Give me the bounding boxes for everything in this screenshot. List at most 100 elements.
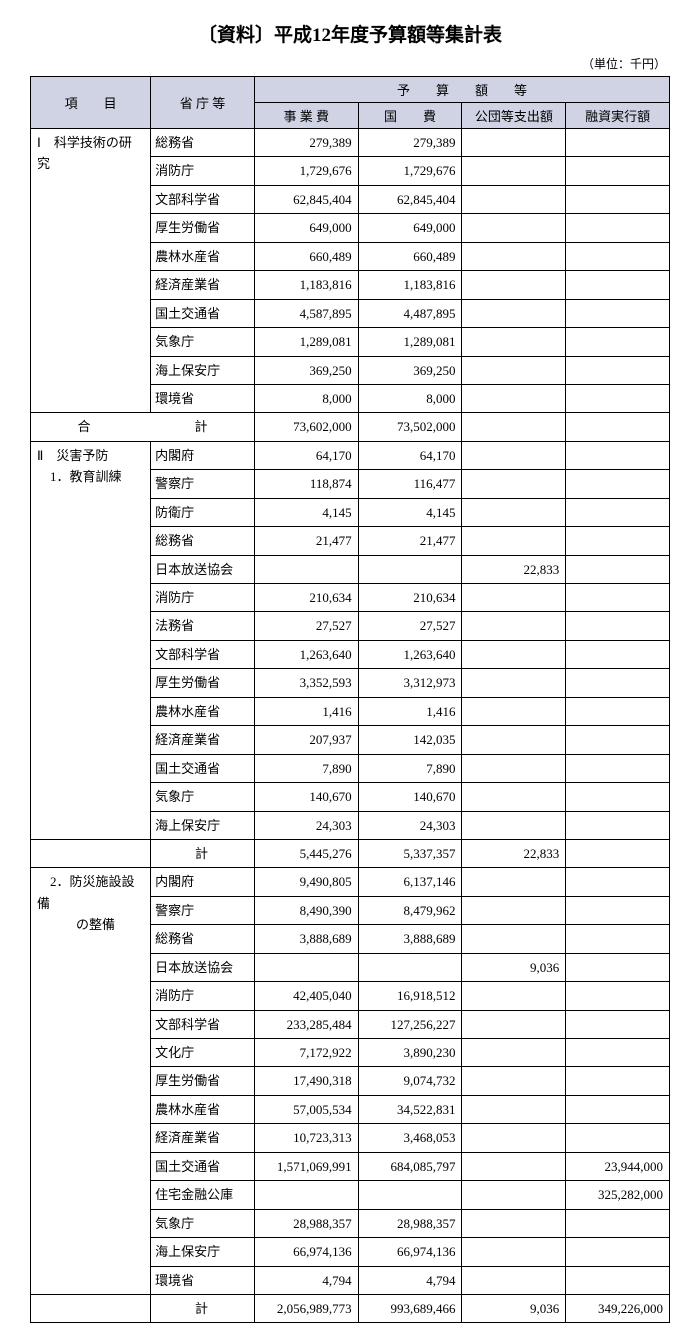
value-cell: 1,183,816 [358,271,462,299]
ministry-cell: 農林水産省 [151,242,255,270]
subtotal-cell [566,839,670,867]
value-cell: 8,000 [358,384,462,412]
value-cell [462,640,566,668]
value-cell [566,384,670,412]
ministry-cell: 総務省 [151,925,255,953]
page-title: 〔資料〕平成12年度予算額等集計表 [30,20,670,47]
value-cell: 1,289,081 [254,328,358,356]
subtotal-cell: 73,602,000 [254,413,358,441]
value-cell: 649,000 [254,214,358,242]
value-cell [254,555,358,583]
value-cell [566,271,670,299]
value-cell [566,185,670,213]
value-cell [462,242,566,270]
ministry-cell: 経済産業省 [151,271,255,299]
value-cell: 118,874 [254,470,358,498]
value-cell [462,811,566,839]
subtotal-cell: 22,833 [462,839,566,867]
value-cell [566,1067,670,1095]
value-cell [566,242,670,270]
value-cell: 684,085,797 [358,1152,462,1180]
section-label: Ⅰ 科学技術の研究 [31,129,151,413]
value-cell: 369,250 [254,356,358,384]
ministry-cell: 気象庁 [151,783,255,811]
value-cell: 279,389 [254,129,358,157]
value-cell: 9,036 [462,953,566,981]
value-cell [462,1152,566,1180]
value-cell [566,953,670,981]
table-body: Ⅰ 科学技術の研究総務省279,389279,389消防庁1,729,6761,… [31,129,670,1323]
value-cell [462,498,566,526]
ministry-cell: 文部科学省 [151,185,255,213]
value-cell [566,612,670,640]
value-cell: 7,890 [358,754,462,782]
subtotal-cell: 5,445,276 [254,839,358,867]
hdr-item: 項 目 [31,77,151,129]
value-cell [462,299,566,327]
subtotal-cell [462,413,566,441]
ministry-cell: 厚生労働省 [151,214,255,242]
hdr-c3: 公団等支出額 [462,103,566,129]
value-cell: 42,405,040 [254,982,358,1010]
value-cell [462,1039,566,1067]
value-cell [462,157,566,185]
value-cell [358,555,462,583]
value-cell [566,1266,670,1294]
ministry-cell: 消防庁 [151,982,255,1010]
value-cell [462,1266,566,1294]
value-cell: 4,487,895 [358,299,462,327]
ministry-cell: 文部科学省 [151,1010,255,1038]
value-cell [566,811,670,839]
value-cell [462,356,566,384]
value-cell: 66,974,136 [358,1238,462,1266]
value-cell: 1,416 [358,697,462,725]
value-cell: 1,263,640 [254,640,358,668]
value-cell: 27,527 [358,612,462,640]
value-cell [566,640,670,668]
value-cell: 62,845,404 [254,185,358,213]
subtotal-cell: 349,226,000 [566,1294,670,1322]
value-cell [462,1209,566,1237]
value-cell [566,925,670,953]
value-cell [566,868,670,896]
value-cell [462,441,566,469]
hdr-c1: 事 業 費 [254,103,358,129]
ministry-cell: 環境省 [151,1266,255,1294]
value-cell [566,555,670,583]
value-cell: 64,170 [358,441,462,469]
value-cell: 649,000 [358,214,462,242]
ministry-cell: 文部科学省 [151,640,255,668]
ministry-cell: 厚生労働省 [151,1067,255,1095]
value-cell [566,896,670,924]
value-cell [566,754,670,782]
value-cell: 1,263,640 [358,640,462,668]
value-cell [254,1181,358,1209]
ministry-cell: 環境省 [151,384,255,412]
subtotal-label: 合 計 [31,413,255,441]
value-cell: 3,890,230 [358,1039,462,1067]
value-cell [566,1124,670,1152]
ministry-cell: 厚生労働省 [151,669,255,697]
value-cell: 142,035 [358,726,462,754]
value-cell: 27,527 [254,612,358,640]
ministry-cell: 農林水産省 [151,697,255,725]
value-cell [566,441,670,469]
hdr-ministry: 省 庁 等 [151,77,255,129]
value-cell: 4,145 [358,498,462,526]
value-cell [462,726,566,754]
value-cell: 660,489 [358,242,462,270]
value-cell: 10,723,313 [254,1124,358,1152]
ministry-cell: 経済産業省 [151,1124,255,1152]
ministry-cell: 警察庁 [151,470,255,498]
ministry-cell: 消防庁 [151,157,255,185]
value-cell [566,982,670,1010]
value-cell: 21,477 [358,527,462,555]
value-cell: 210,634 [358,584,462,612]
value-cell [462,584,566,612]
value-cell: 325,282,000 [566,1181,670,1209]
value-cell: 127,256,227 [358,1010,462,1038]
subtotal-spacer [31,839,151,867]
value-cell [566,669,670,697]
subtotal-cell: 2,056,989,773 [254,1294,358,1322]
value-cell [254,953,358,981]
